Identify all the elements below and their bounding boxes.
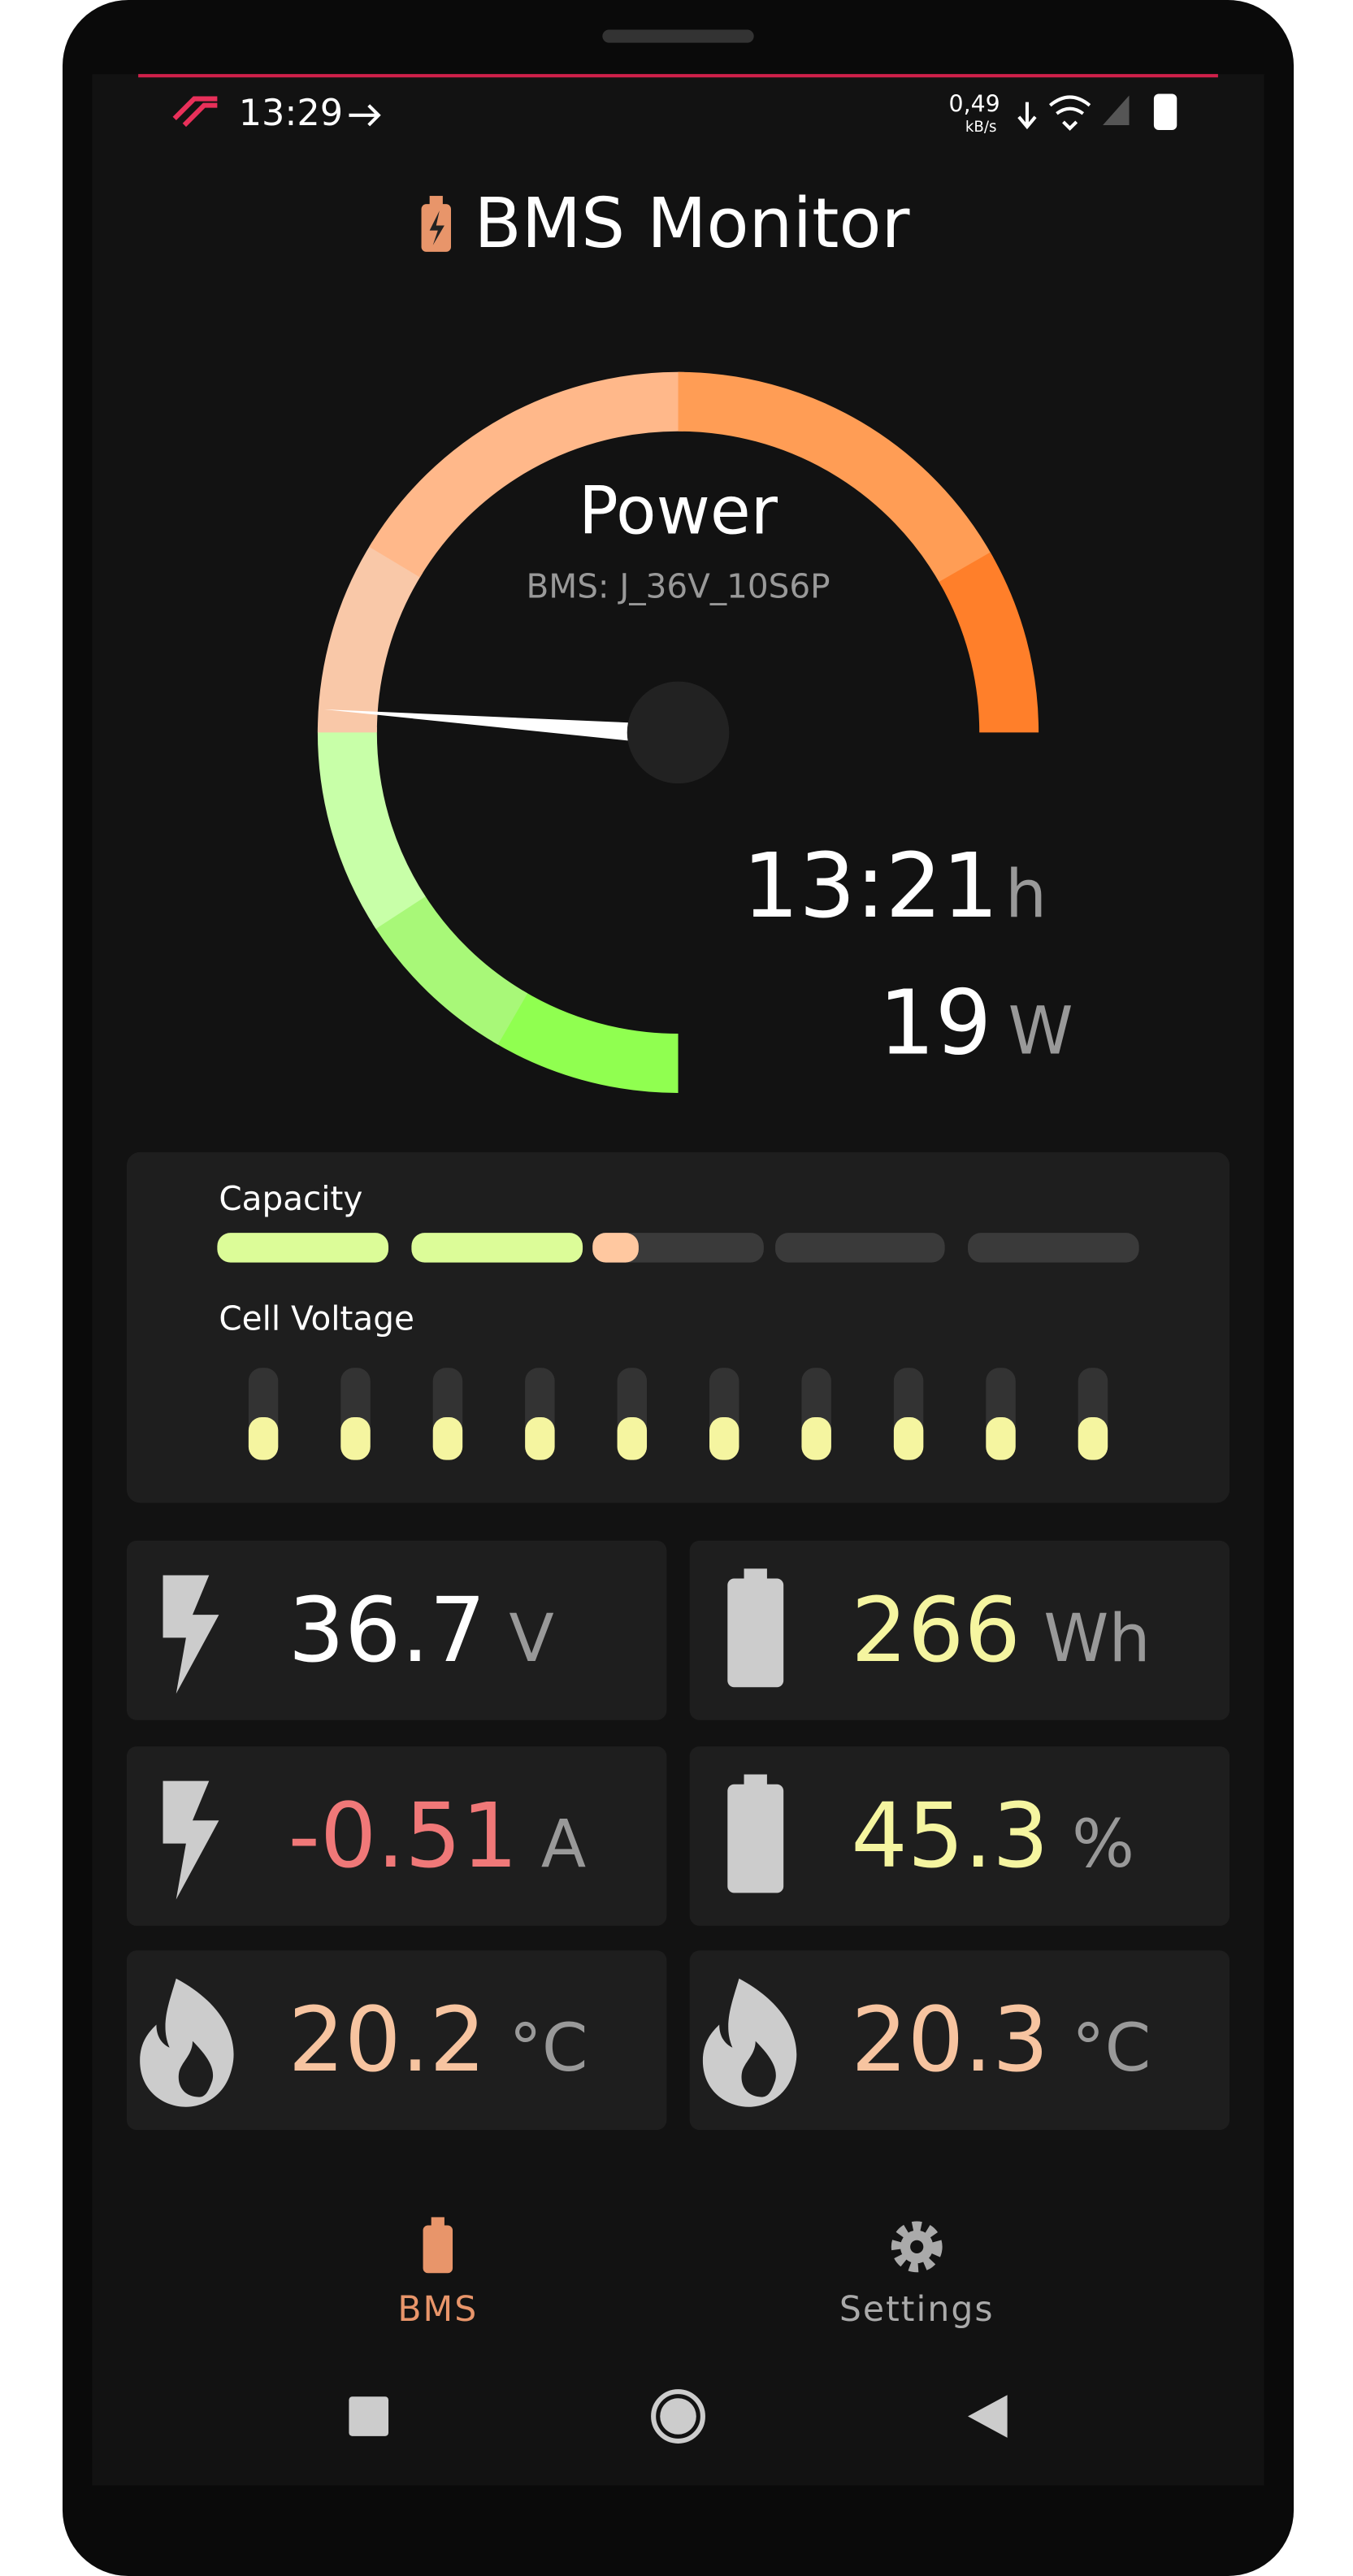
tiles: 36.7 V 266 Wh -0.51 A 45.3 % 20.2 °C 20.3 °C — [126, 1540, 1230, 2131]
status-time: 13:29 — [239, 92, 343, 134]
bolt-icon — [163, 1575, 219, 1694]
home-button[interactable] — [651, 2389, 705, 2444]
tile-value: 20.2 — [288, 1988, 485, 2092]
bolt-icon — [163, 1780, 219, 1900]
tile-value: 266 — [851, 1578, 1021, 1682]
power: 19 W — [878, 970, 1073, 1074]
cell-fill — [893, 1417, 924, 1460]
gauge-segment — [317, 726, 426, 929]
cell-fill — [432, 1417, 463, 1460]
battery-icon — [727, 1578, 784, 1688]
nav-settings-icon[interactable] — [891, 2221, 943, 2273]
flame-icon — [702, 1978, 797, 2107]
capacity-bar — [217, 1233, 1139, 1263]
title-icon-cap — [429, 196, 443, 206]
battery-icon — [1153, 93, 1177, 131]
cell-voltages — [248, 1368, 1108, 1460]
nav-bms-icon[interactable] — [423, 2225, 453, 2274]
cell-fill — [617, 1417, 648, 1460]
gauge-subtitle: BMS: J_36V_10S6P — [526, 566, 830, 605]
capacity-label: Capacity — [219, 1179, 362, 1218]
runtime: 13:21 h — [743, 834, 1047, 938]
tile-reading: -0.51 A — [288, 1784, 586, 1888]
nav-settings-icon-hole — [910, 2240, 924, 2253]
tile-reading: 20.3 °C — [851, 1988, 1151, 2092]
cell-fill — [801, 1417, 831, 1460]
sync-icon — [349, 104, 381, 127]
capacity-segment-fill — [592, 1233, 639, 1263]
nav-bms[interactable]: BMS — [397, 2290, 478, 2330]
cell-fill — [709, 1417, 739, 1460]
app-icon — [172, 96, 218, 128]
tile-value: 20.3 — [851, 1988, 1048, 2092]
tile-reading: 36.7 V — [288, 1578, 553, 1682]
speaker — [602, 29, 754, 43]
flame-icon — [140, 1978, 234, 2107]
cell-fill — [248, 1417, 279, 1460]
tile — [126, 1746, 667, 1926]
download-icon — [1017, 102, 1037, 130]
tile-reading: 45.3% — [851, 1784, 1134, 1888]
title-icon-bolt — [429, 210, 444, 245]
gauge-segment — [492, 990, 679, 1093]
capacity-segment — [968, 1233, 1139, 1263]
tile — [126, 1950, 667, 2131]
tile-value: 36.7 — [288, 1578, 485, 1682]
gauge-segment — [678, 371, 994, 587]
tile-unit: V — [509, 1601, 553, 1677]
tile-value: -0.51 — [288, 1784, 518, 1888]
tile — [689, 1746, 1230, 1926]
cell-voltage-label: Cell Voltage — [219, 1299, 414, 1338]
recents-button[interactable] — [349, 2396, 389, 2436]
power-unit: W — [1008, 993, 1073, 1069]
battery-icon-cap — [744, 1568, 767, 1581]
runtime-value: 13:21 — [743, 834, 999, 938]
pack-card — [126, 1151, 1230, 1503]
back-button[interactable] — [968, 2395, 1008, 2438]
gauge-hub — [627, 681, 730, 784]
net-speed: 0,49 — [949, 91, 1000, 118]
tile-value: 45.3 — [851, 1784, 1048, 1888]
tile-unit: °C — [1072, 2010, 1151, 2087]
tile — [689, 1950, 1230, 2131]
gauge-title: Power — [579, 473, 778, 549]
nav-settings[interactable]: Settings — [839, 2290, 995, 2330]
runtime-unit: h — [1005, 856, 1047, 933]
gauge-segment — [369, 371, 685, 578]
tile — [689, 1540, 1230, 1720]
tile — [126, 1540, 667, 1720]
cell-fill — [525, 1417, 555, 1460]
tile-unit: Wh — [1043, 1601, 1150, 1677]
net-unit: kB/s — [965, 119, 997, 136]
power-value: 19 — [878, 970, 991, 1074]
tile-unit: % — [1072, 1806, 1134, 1883]
gauge-segment — [372, 891, 528, 1045]
cell-fill — [1078, 1417, 1108, 1460]
capacity-segment — [411, 1233, 583, 1263]
nav-bms-icon-cap — [431, 2217, 444, 2227]
gauge-segment — [939, 552, 1039, 733]
gauge — [317, 371, 1039, 1093]
capacity-segment — [217, 1233, 389, 1263]
app-title: BMS Monitor — [474, 184, 909, 264]
wifi-icon — [1049, 95, 1091, 131]
signal-icon — [1103, 95, 1130, 125]
tile-unit: A — [541, 1806, 586, 1883]
battery-icon — [727, 1784, 784, 1893]
tile-reading: 266 Wh — [851, 1578, 1151, 1682]
capacity-segment — [775, 1233, 945, 1263]
home-button-core — [660, 2398, 696, 2435]
cell-fill — [986, 1417, 1016, 1460]
cell-fill — [340, 1417, 371, 1460]
battery-icon-cap — [744, 1774, 767, 1786]
tile-unit: °C — [509, 2010, 588, 2087]
tile-reading: 20.2 °C — [288, 1988, 588, 2092]
